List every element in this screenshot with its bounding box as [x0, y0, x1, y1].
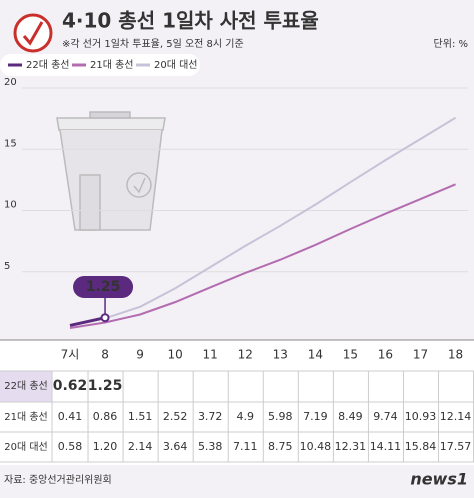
x-tick-label: 10: [168, 348, 183, 362]
series-line: [69, 116, 457, 327]
legend-label: 20대 대선: [154, 59, 198, 71]
y-tick-label: 20: [4, 77, 17, 88]
x-tick-label: 7시: [61, 348, 80, 362]
x-tick-label: 17: [413, 348, 428, 362]
table-value: 3.72: [198, 410, 223, 423]
table-value: 0.86: [93, 410, 118, 423]
source: 자료: 중앙선거관리위원회: [4, 473, 112, 486]
unit: 단위: %: [434, 37, 468, 50]
x-tick-label: 13: [273, 348, 288, 362]
point: [100, 313, 110, 323]
table-value: 2.14: [128, 440, 153, 453]
table-value: 10.48: [300, 440, 332, 453]
table-value: 1.25: [88, 378, 123, 394]
x-tick-label: 9: [136, 348, 144, 362]
table-value: 14.11: [370, 440, 402, 453]
table-value: 5.38: [198, 440, 223, 453]
table-value: 5.98: [268, 410, 293, 423]
table-value: 12.31: [335, 440, 367, 453]
callout-box: [73, 276, 134, 298]
table-value: 10.93: [405, 410, 437, 423]
x-tick-label: 16: [378, 348, 393, 362]
table-value: 0.62: [53, 378, 88, 394]
row-label: 21대 총선: [4, 411, 48, 423]
table-value: 0.58: [58, 440, 83, 453]
ballot-box: [56, 111, 166, 231]
table-value: 2.52: [163, 410, 188, 423]
table-value: 1.51: [128, 410, 153, 423]
table-value: 7.11: [233, 440, 258, 453]
y-tick-label: 15: [4, 138, 17, 149]
x-tick-label: 11: [203, 348, 218, 362]
table-value: 8.75: [268, 440, 293, 453]
series-line: [69, 316, 106, 327]
table-value: 12.14: [440, 410, 472, 423]
x-tick-label: 8: [101, 348, 109, 362]
legend-label: 21대 총선: [90, 59, 134, 71]
logo-icon: [13, 13, 53, 53]
legend-bg: [0, 54, 200, 76]
table-value: 4.9: [237, 410, 255, 423]
y-tick-label: 10: [4, 200, 17, 211]
table-value: 1.20: [93, 440, 118, 453]
table-value: 3.64: [163, 440, 188, 453]
table-value: 8.49: [338, 410, 363, 423]
y-tick-label: 5: [4, 261, 10, 272]
x-tick-label: 18: [448, 348, 463, 362]
logo: news1: [410, 470, 468, 489]
callout-label: 1.25: [86, 279, 121, 295]
chart-title: 4·10 총선 1일차 사전 투표율: [62, 9, 319, 33]
row-label: 22대 총선: [4, 380, 48, 392]
subtitle: ※각 선거 1일차 투표율, 5일 오전 8시 기준: [62, 38, 244, 50]
table-value: 9.74: [373, 410, 398, 423]
row-label: 20대 대선: [4, 441, 48, 453]
table-value: 17.57: [440, 440, 472, 453]
table-value: 15.84: [405, 440, 437, 453]
table-value: 0.41: [58, 410, 83, 423]
x-tick-label: 12: [238, 348, 253, 362]
legend-label: 22대 총선: [26, 59, 70, 71]
table-value: 7.19: [303, 410, 328, 423]
x-tick-label: 15: [343, 348, 358, 362]
x-tick-label: 14: [308, 348, 323, 362]
row-highlight: [0, 371, 52, 402]
series-line: [69, 183, 456, 329]
